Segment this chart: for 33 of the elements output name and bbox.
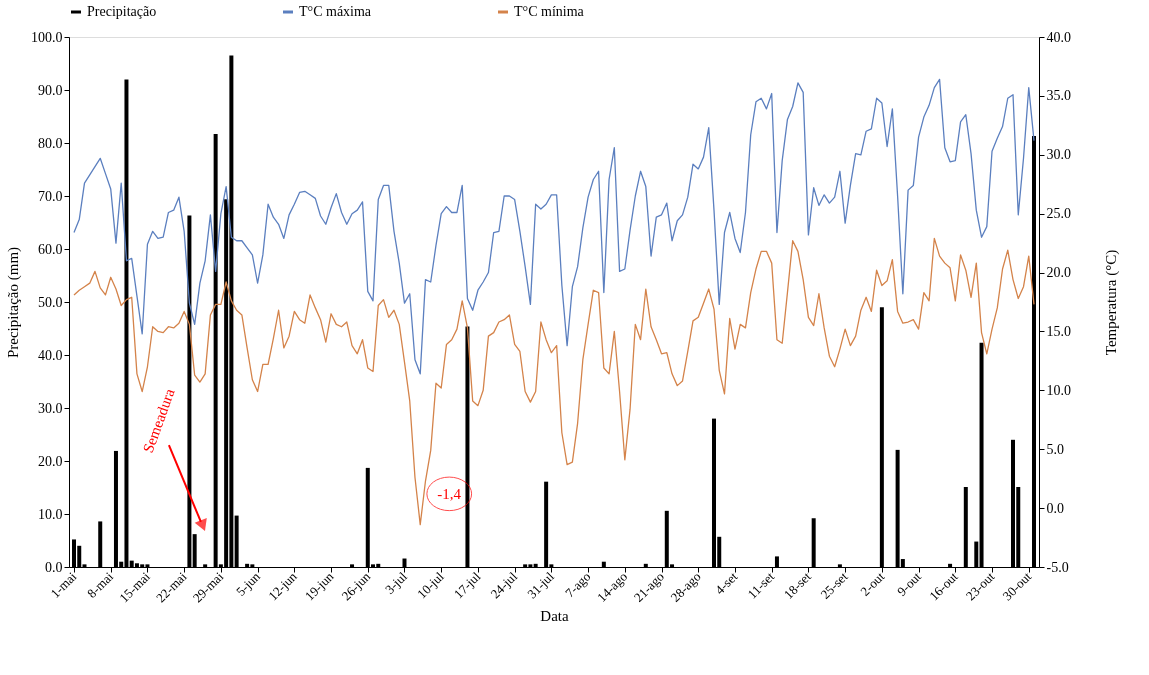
x-tick-label: 4-set <box>711 568 741 598</box>
legend-label: Precipitação <box>87 4 157 19</box>
line-series <box>73 237 1035 526</box>
y-tick-label: 100.0 <box>31 29 63 45</box>
y2-tick-label: 10.0 <box>1046 382 1071 398</box>
y2-tick-label: 40.0 <box>1046 29 1071 45</box>
y-tick-label: 0.0 <box>45 559 63 575</box>
x-tick-label: 3-jul <box>381 568 411 597</box>
y-tick-label: 20.0 <box>38 453 63 469</box>
y2-tick-label: -5.0 <box>1046 559 1069 575</box>
y2-tick-label: 25.0 <box>1046 206 1071 222</box>
y-tick-label: 40.0 <box>38 347 63 363</box>
y-tick-label: 30.0 <box>38 400 63 416</box>
y-tick-label: 80.0 <box>38 135 63 151</box>
x-axis-title: Data <box>540 608 569 625</box>
y2-tick-label: 0.0 <box>1046 500 1064 516</box>
y-tick-label: 70.0 <box>38 188 63 204</box>
y2-tick-label: 35.0 <box>1046 88 1071 104</box>
y-tick-label: 10.0 <box>38 506 63 522</box>
y-tick-label: 90.0 <box>38 82 63 98</box>
legend-label: T°C mínima <box>514 4 585 19</box>
legend-label: T°C máxima <box>299 4 372 19</box>
y-tick-label: 60.0 <box>38 241 63 257</box>
y2-tick-label: 30.0 <box>1046 147 1071 163</box>
y2-tick-label: 5.0 <box>1046 441 1064 457</box>
line-series <box>73 78 1035 375</box>
x-tick-label: 5-jun <box>233 568 264 599</box>
y2-axis-title: Temperatura (°C) <box>1103 249 1120 356</box>
y2-tick-label: 15.0 <box>1046 323 1071 339</box>
y2-tick-label: 20.0 <box>1046 265 1071 281</box>
y-tick-label: 50.0 <box>38 294 63 310</box>
annotation: -1,4 <box>437 485 462 502</box>
y-axis-title: Precipitação (mm) <box>5 246 22 359</box>
